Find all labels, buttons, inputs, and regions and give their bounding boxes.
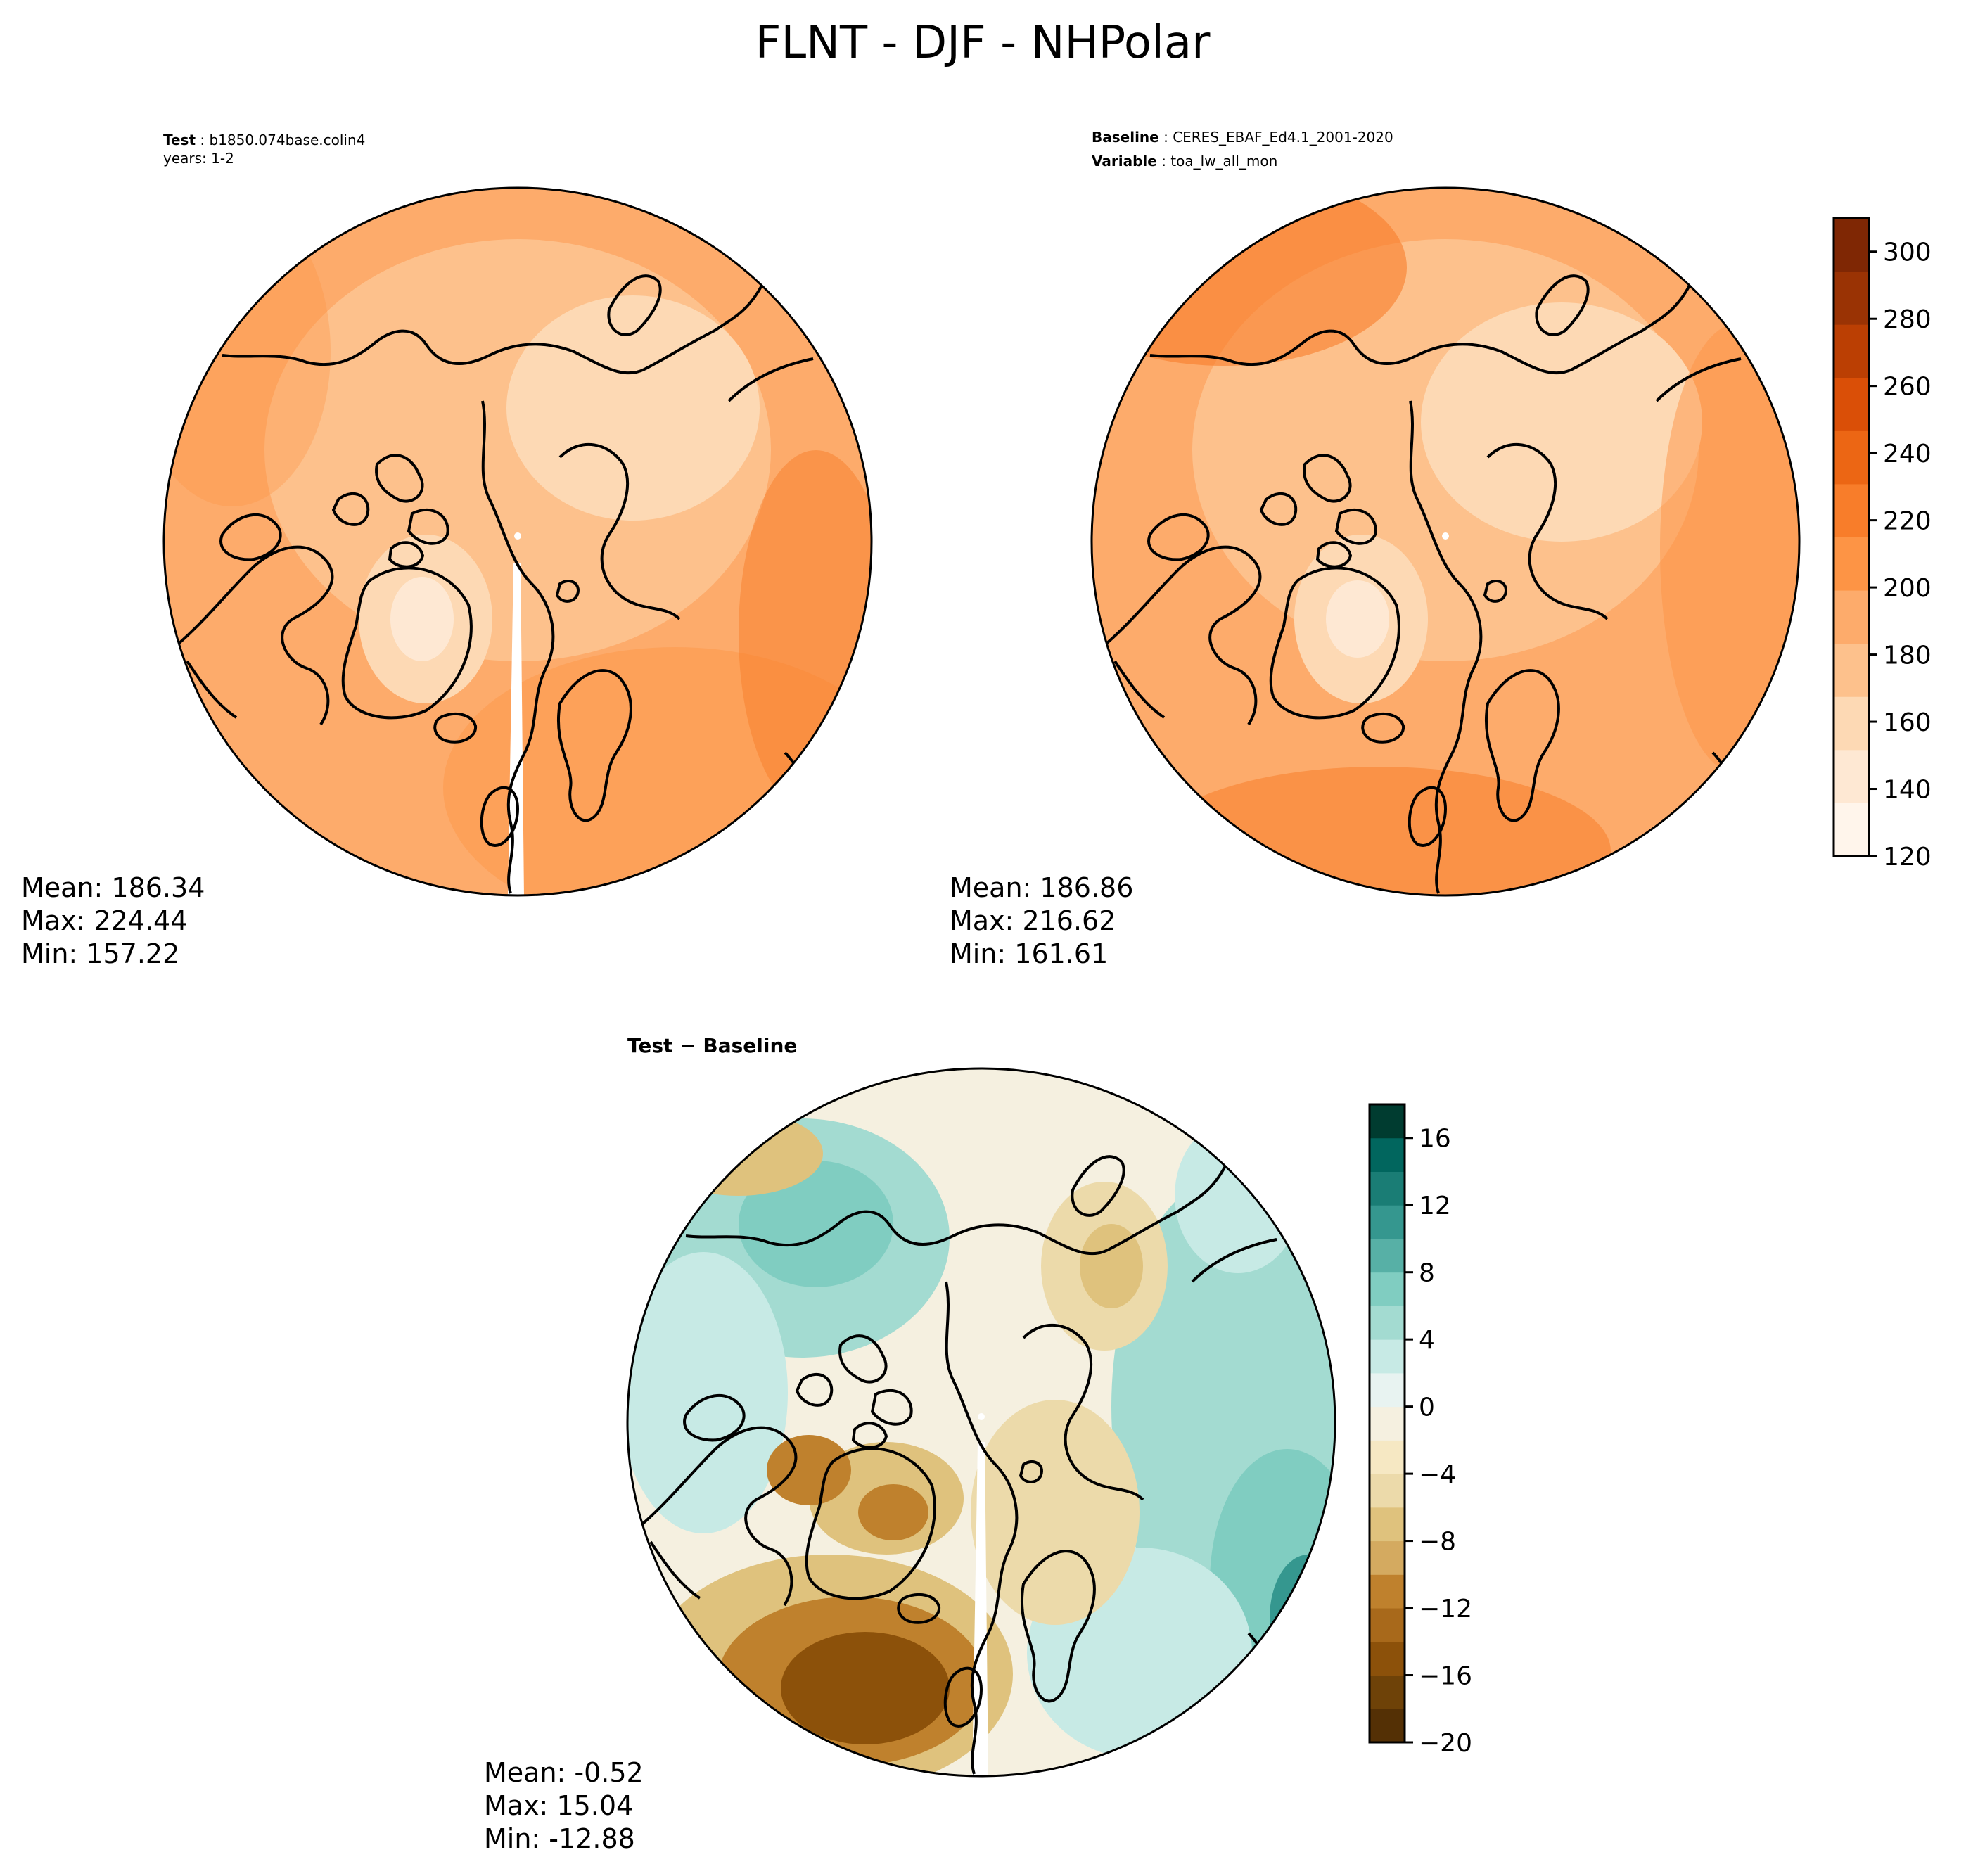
colorbar-diff-tick-label: 0	[1419, 1393, 1435, 1422]
colorbar-diff-segment	[1370, 1474, 1405, 1508]
baseline-stat-min: Min: 161.61	[950, 938, 1108, 969]
colorbar-main-segment	[1834, 803, 1869, 857]
test-panel: Test : b1850.074base.colin4 years: 1-2 M…	[21, 132, 873, 969]
test-header-value: b1850.074base.colin4	[209, 132, 365, 148]
colorbar-main-segment	[1834, 218, 1869, 272]
colorbar-main-frame	[1832, 217, 1870, 857]
colorbar-diff-segment	[1370, 1574, 1405, 1609]
colorbar-diff-tick-label: 8	[1419, 1259, 1435, 1288]
colorbar-diff: −20 −16 −12 −8 −4 0 4 8 12 16	[1368, 1103, 1472, 1758]
colorbar-main-tick-label: 220	[1883, 507, 1932, 536]
figure-title: FLNT - DJF - NHPolar	[755, 17, 1211, 69]
colorbar-diff-tick-label: 4	[1419, 1326, 1435, 1355]
colorbar-diff-segment	[1370, 1675, 1405, 1709]
diff-map-boundary	[626, 1067, 1336, 1778]
colorbar-diff-segment	[1370, 1641, 1405, 1676]
colorbar-diff-segment	[1370, 1238, 1405, 1273]
svg-text:Variable : toa_lw_all_mon: Variable : toa_lw_all_mon	[1092, 153, 1277, 170]
colorbar-diff-frame	[1368, 1103, 1406, 1744]
colorbar-main-segment	[1834, 749, 1869, 803]
colorbar-main-tick-label: 240	[1883, 440, 1932, 468]
colorbar-main-tick-label: 280	[1883, 305, 1932, 334]
baseline-stat-mean: Mean: 186.86	[950, 872, 1133, 903]
colorbar-diff-tick-label: −4	[1419, 1460, 1456, 1489]
test-header-label: Test	[163, 132, 196, 148]
baseline-map	[1092, 188, 1799, 895]
test-stat-min: Min: 157.22	[21, 938, 179, 969]
baseline-panel: Baseline : CERES_EBAF_Ed4.1_2001-2020 Va…	[950, 129, 1801, 969]
colorbar-diff-tick-label: −16	[1419, 1662, 1472, 1691]
colorbar-main-segment	[1834, 377, 1869, 431]
colorbar-diff-segment	[1370, 1372, 1405, 1408]
colorbar-diff-segment	[1370, 1406, 1405, 1441]
colorbar-diff-segment	[1370, 1540, 1405, 1575]
colorbar-diff-segment	[1370, 1608, 1405, 1642]
colorbar-diff-segment	[1370, 1137, 1405, 1172]
colorbar-main-tick-label: 180	[1883, 642, 1932, 670]
baseline-stat-max: Max: 216.62	[950, 905, 1116, 936]
colorbar-main-segment	[1834, 696, 1869, 751]
baseline-variable-value: toa_lw_all_mon	[1170, 153, 1277, 170]
colorbar-diff-tick-label: 16	[1419, 1125, 1451, 1154]
diff-map	[627, 1068, 1335, 1776]
colorbar-main: 120 140 160 180 200 220 240 260 280 300	[1832, 217, 1932, 872]
colorbar-main-segment	[1834, 430, 1869, 485]
test-stat-max: Max: 224.44	[21, 905, 187, 936]
colorbar-diff-segment	[1370, 1205, 1405, 1239]
svg-text:Baseline : CERES_EBAF_Ed4.1_20: Baseline : CERES_EBAF_Ed4.1_2001-2020	[1092, 129, 1393, 146]
diff-stat-mean: Mean: -0.52	[484, 1757, 644, 1788]
colorbar-diff-tick-label: −20	[1419, 1729, 1472, 1758]
colorbar-diff-tick-label: −8	[1419, 1528, 1456, 1557]
colorbar-diff-tick-label: −12	[1419, 1595, 1472, 1623]
colorbar-main-segment	[1834, 643, 1869, 697]
test-years: years: 1-2	[163, 150, 234, 167]
colorbar-diff-segment	[1370, 1709, 1405, 1743]
colorbar-main-segment	[1834, 324, 1869, 378]
colorbar-main-segment	[1834, 271, 1869, 325]
colorbar-main-segment	[1834, 537, 1869, 591]
diff-stat-max: Max: 15.04	[484, 1790, 633, 1821]
colorbar-diff-segment	[1370, 1306, 1405, 1340]
colorbar-main-tick-label: 120	[1883, 843, 1932, 872]
colorbar-main-tick-label: 260	[1883, 373, 1932, 402]
colorbar-main-tick-label: 300	[1883, 238, 1932, 267]
colorbar-diff-segment	[1370, 1507, 1405, 1542]
baseline-header-value: CERES_EBAF_Ed4.1_2001-2020	[1173, 129, 1393, 146]
colorbar-main-segment	[1834, 590, 1869, 644]
baseline-header-label: Baseline	[1092, 129, 1159, 146]
colorbar-diff-segment	[1370, 1171, 1405, 1206]
colorbar-diff-segment	[1370, 1272, 1405, 1306]
svg-text:Test : b1850.074base.colin4: Test : b1850.074base.colin4	[163, 132, 365, 148]
colorbar-main-tick-label: 140	[1883, 776, 1932, 805]
colorbar-main-tick-label: 160	[1883, 708, 1932, 737]
test-map-boundary	[162, 186, 873, 897]
test-map	[164, 188, 872, 895]
colorbar-diff-segment	[1370, 1339, 1405, 1374]
diff-panel: Test − Baseline	[484, 1034, 1336, 1854]
baseline-variable-label: Variable	[1092, 153, 1157, 170]
colorbar-main-tick-label: 200	[1883, 574, 1932, 603]
diff-header-label: Test − Baseline	[627, 1034, 797, 1057]
colorbar-diff-segment	[1370, 1104, 1405, 1139]
baseline-map-boundary	[1090, 186, 1801, 897]
test-stat-mean: Mean: 186.34	[21, 872, 205, 903]
colorbar-diff-segment	[1370, 1440, 1405, 1474]
colorbar-main-segment	[1834, 483, 1869, 537]
diff-stat-min: Min: -12.88	[484, 1823, 635, 1854]
colorbar-diff-tick-label: 12	[1419, 1192, 1451, 1220]
